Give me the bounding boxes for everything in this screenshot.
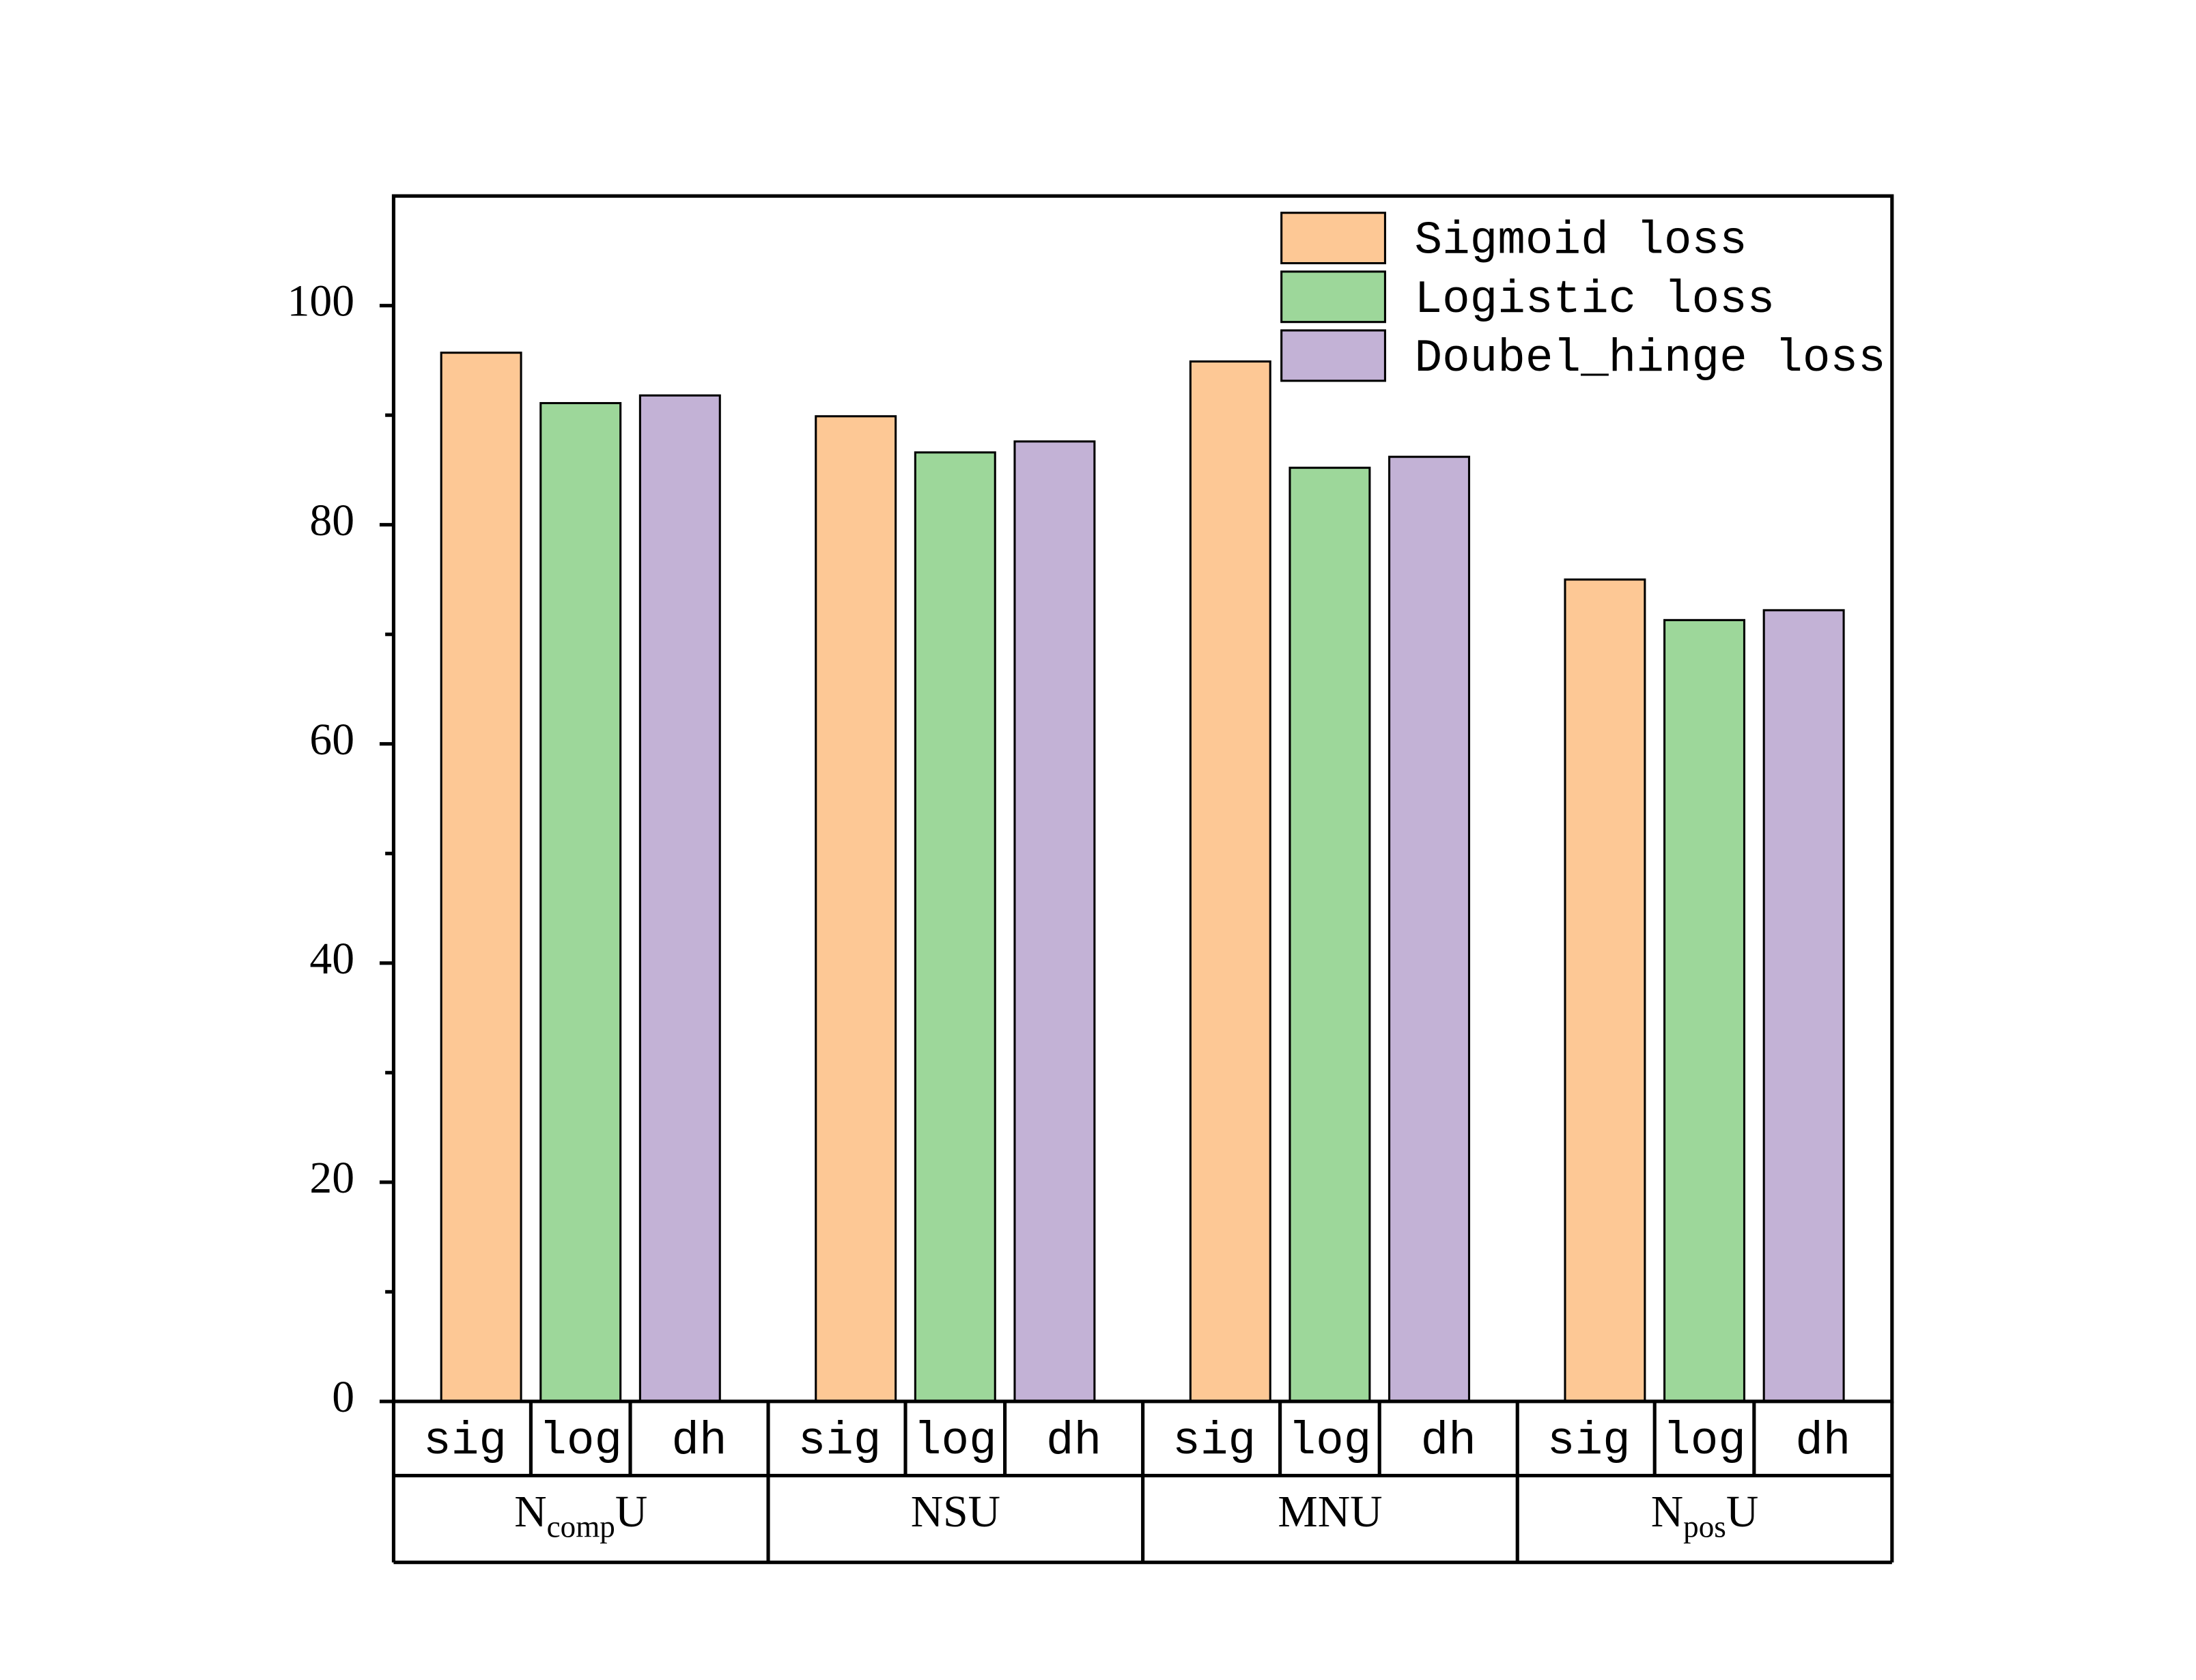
bar bbox=[815, 415, 897, 1403]
y-tick-label: 80 bbox=[309, 496, 354, 545]
y-tick-label: 60 bbox=[309, 715, 354, 765]
legend-label: Doubel_hinge loss bbox=[1414, 333, 1885, 385]
legend-swatch bbox=[1280, 270, 1386, 324]
category-label-part: NSU bbox=[911, 1487, 1000, 1537]
category-label: NSU bbox=[911, 1487, 1000, 1537]
category-label: NcompU bbox=[514, 1487, 647, 1544]
bar bbox=[638, 394, 721, 1403]
bar bbox=[1663, 618, 1745, 1403]
bar bbox=[1289, 466, 1371, 1403]
sub-category-label: dh bbox=[1795, 1416, 1850, 1468]
y-tick-label: 20 bbox=[309, 1154, 354, 1203]
bar bbox=[1189, 360, 1271, 1403]
bar bbox=[914, 451, 996, 1403]
legend-swatch bbox=[1280, 329, 1386, 382]
category-label-part: N bbox=[514, 1487, 546, 1537]
category-label-part: N bbox=[1651, 1487, 1683, 1537]
sub-category-label: sig bbox=[798, 1416, 882, 1468]
sub-category-label: log bbox=[1663, 1416, 1746, 1468]
sub-category-label: log bbox=[914, 1416, 997, 1468]
legend-label: Logistic loss bbox=[1414, 274, 1775, 326]
sub-category-label: sig bbox=[423, 1416, 507, 1468]
sub-category-label: sig bbox=[1547, 1416, 1631, 1468]
sub-category-label: dh bbox=[1421, 1416, 1476, 1468]
category-label-part: comp bbox=[547, 1510, 615, 1544]
y-tick-label: 40 bbox=[309, 935, 354, 984]
bar bbox=[1564, 578, 1646, 1403]
bar bbox=[1388, 455, 1471, 1403]
category-label-part: MNU bbox=[1278, 1487, 1382, 1537]
category-label-part: U bbox=[1726, 1487, 1758, 1537]
sub-category-label: dh bbox=[671, 1416, 727, 1468]
category-label-part: U bbox=[615, 1487, 647, 1537]
category-label: NposU bbox=[1651, 1487, 1758, 1544]
bar bbox=[440, 352, 522, 1403]
sub-category-label: log bbox=[1289, 1416, 1372, 1468]
legend-label: Sigmoid loss bbox=[1414, 216, 1747, 268]
bar bbox=[1013, 440, 1096, 1403]
bar bbox=[539, 401, 622, 1403]
sub-category-label: log bbox=[539, 1416, 622, 1468]
y-tick-label: 100 bbox=[287, 277, 354, 326]
legend-swatch bbox=[1280, 212, 1386, 265]
sub-category-label: sig bbox=[1172, 1416, 1256, 1468]
category-label: MNU bbox=[1278, 1487, 1382, 1537]
bar bbox=[1762, 609, 1845, 1403]
sub-category-label: dh bbox=[1046, 1416, 1101, 1468]
category-label-part: pos bbox=[1683, 1510, 1726, 1544]
y-tick-label: 0 bbox=[332, 1373, 354, 1422]
